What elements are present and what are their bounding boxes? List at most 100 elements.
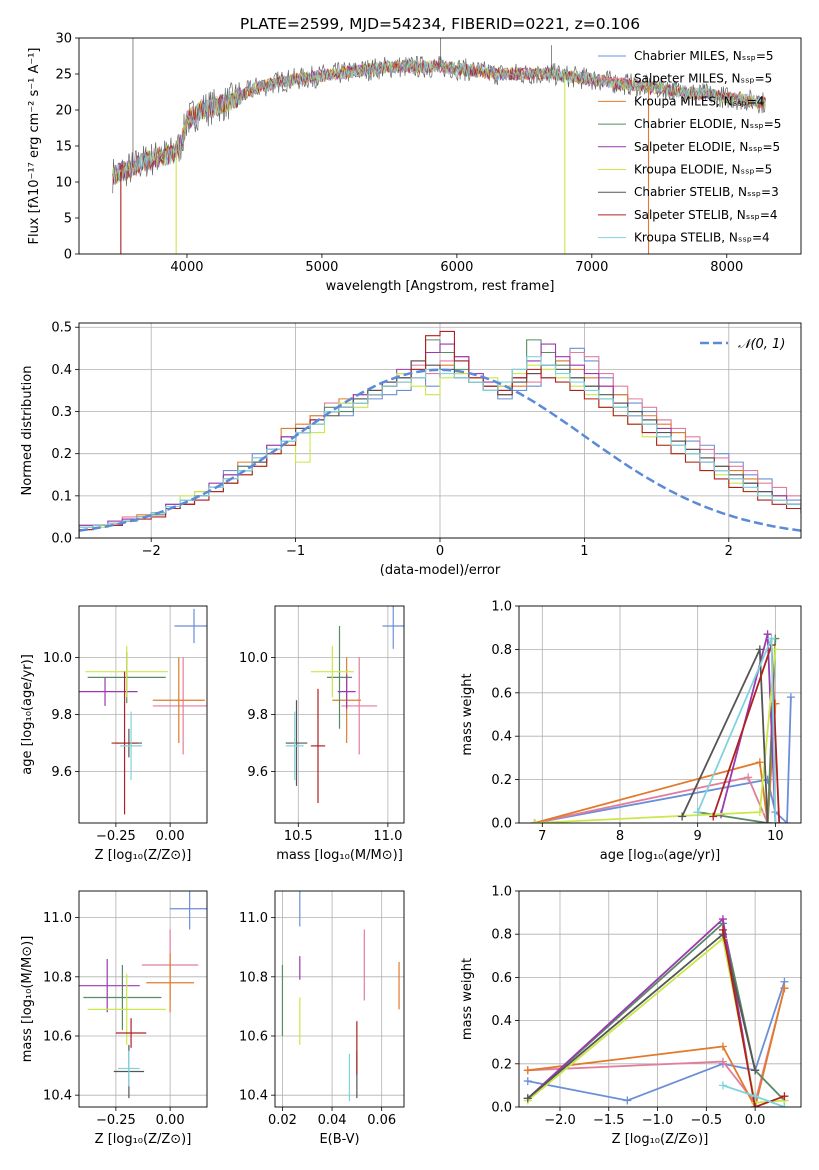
weight-marker bbox=[755, 808, 764, 817]
panel-spectrum: 4000 5000 6000 7000 8000 0 5 10 15 20 25 30 waveleng… bbox=[27, 15, 802, 294]
axes-frame bbox=[78, 322, 802, 539]
weight-marker bbox=[771, 819, 780, 823]
plot-area-age-vs-Z bbox=[79, 608, 207, 815]
weight-marker bbox=[718, 1057, 727, 1066]
legend: Chabrier MILES, Nₛₛₚ=5 Salpeter MILES, Nₛ… bbox=[598, 49, 781, 245]
axes-frame bbox=[518, 890, 802, 1108]
x-axis-label: Z [log₁₀(Z/Z⊙)] bbox=[612, 1132, 709, 1147]
weight-marker bbox=[780, 1092, 789, 1101]
weight-marker bbox=[780, 1103, 789, 1107]
x-tick-label: −2 bbox=[142, 544, 161, 559]
weight-marker bbox=[623, 1096, 632, 1105]
y-axis-label: age [log₁₀(age/yr)] bbox=[20, 654, 35, 775]
legend-label: Chabrier MILES, Nₛₛₚ=5 bbox=[634, 49, 774, 63]
x-tick-label: −1 bbox=[286, 544, 305, 559]
weight-marker bbox=[751, 1092, 760, 1101]
y-tick-label: 10.8 bbox=[239, 970, 268, 985]
weight-marker bbox=[755, 645, 764, 654]
y-tick-label: 0.8 bbox=[491, 928, 512, 943]
y-tick-label: 10.4 bbox=[43, 1089, 72, 1104]
weight-line bbox=[527, 987, 786, 1105]
axes-frame bbox=[78, 890, 208, 1108]
y-tick-label: 9.6 bbox=[51, 765, 72, 780]
legend-label: Kroupa STELIB, Nₛₛₚ=4 bbox=[634, 231, 770, 245]
x-tick-label: −0.25 bbox=[96, 1113, 136, 1128]
panel-weight-vs-age: 7 8 9 10 0.0 0.2 0.4 0.6 0.8 1.0 age [log₁₀(age/yr… bbox=[460, 600, 802, 863]
weight-marker bbox=[523, 1077, 532, 1086]
axes-frame bbox=[274, 605, 405, 824]
x-tick-label: 7000 bbox=[575, 260, 608, 275]
axes-frame bbox=[78, 37, 802, 255]
chart-title: PLATE=2599, MJD=54234, FIBERID=0221, z=0… bbox=[240, 15, 640, 33]
weight-line bbox=[527, 987, 786, 1107]
weight-line bbox=[534, 697, 792, 823]
weight-marker bbox=[783, 819, 792, 823]
weight-marker bbox=[767, 634, 776, 643]
y-tick-label: 0.0 bbox=[491, 1101, 512, 1116]
weight-marker bbox=[780, 984, 789, 993]
y-tick-label: 0.0 bbox=[491, 817, 512, 832]
x-tick-label: 8000 bbox=[710, 260, 743, 275]
y-tick-label: 0.2 bbox=[491, 1057, 512, 1072]
y-tick-label: 10.6 bbox=[43, 1029, 72, 1044]
panel-mass-vs-ebv: 0.02 0.04 0.06 10.4 10.6 10.8 11.0 E(B-V) bbox=[239, 890, 405, 1147]
weight-marker bbox=[771, 645, 780, 654]
y-tick-label: 0.4 bbox=[51, 363, 72, 378]
weight-marker bbox=[751, 1066, 760, 1075]
panel-age-vs-mass: 10.5 11.0 9.6 9.8 10.0 mass [log₁₀(M/M⊙)] bbox=[239, 605, 405, 863]
x-tick-label: 10 bbox=[767, 829, 784, 844]
x-tick-label: −1.0 bbox=[642, 1113, 674, 1128]
weight-marker bbox=[523, 1094, 532, 1103]
y-tick-label: 5 bbox=[64, 212, 72, 227]
x-tick-label: 10.5 bbox=[284, 829, 313, 844]
weight-marker bbox=[523, 1066, 532, 1075]
spectrum-line bbox=[112, 59, 766, 182]
y-tick-label: 1.0 bbox=[491, 885, 512, 900]
plot-area-weight-vs-Z bbox=[523, 915, 789, 1107]
y-tick-label: 10.0 bbox=[43, 651, 72, 666]
weight-line bbox=[527, 981, 786, 1102]
plot-area-residuals bbox=[79, 330, 801, 538]
x-tick-label: 1 bbox=[580, 544, 588, 559]
y-tick-label: 0.3 bbox=[51, 405, 72, 420]
y-axis-label: Flux [fλ10⁻¹⁷ erg cm⁻² s⁻¹ A⁻¹] bbox=[27, 48, 42, 245]
legend-label: Salpeter ELODIE, Nₛₛₚ=5 bbox=[634, 140, 780, 154]
y-tick-label: 30 bbox=[55, 32, 72, 47]
plot-area-weight-vs-age bbox=[530, 630, 795, 823]
weight-marker bbox=[678, 812, 687, 821]
y-axis-label: mass [log₁₀(M/M⊙)] bbox=[20, 936, 35, 1063]
panel-residuals: −2 −1 0 1 2 0.0 0.1 0.2 0.3 0.4 0.5 (data-model)/er… bbox=[20, 321, 802, 578]
x-tick-label: 0.06 bbox=[367, 1113, 396, 1128]
x-axis-label: E(B-V) bbox=[319, 1132, 359, 1147]
y-tick-label: 11.0 bbox=[239, 911, 268, 926]
y-tick-label: 9.6 bbox=[247, 765, 268, 780]
y-tick-label: 0.4 bbox=[491, 730, 512, 745]
legend-label: Salpeter MILES, Nₛₛₚ=5 bbox=[634, 72, 772, 86]
x-tick-label: 0.0 bbox=[745, 1113, 766, 1128]
weight-marker bbox=[693, 808, 702, 817]
x-tick-label: 5000 bbox=[305, 260, 338, 275]
plot-area-mass-vs-ebv bbox=[281, 891, 400, 1102]
panel-age-vs-Z: −0.25 0.00 9.6 9.8 10.0 Z [log₁₀(Z/Z⊙)] age [l… bbox=[20, 605, 208, 863]
y-tick-label: 0.6 bbox=[491, 971, 512, 986]
y-tick-label: 0.8 bbox=[491, 643, 512, 658]
y-tick-label: 20 bbox=[55, 104, 72, 119]
y-tick-label: 0.5 bbox=[51, 321, 72, 336]
axes-frame bbox=[518, 605, 802, 824]
axes-frame bbox=[78, 605, 208, 824]
y-tick-label: 11.0 bbox=[43, 911, 72, 926]
x-tick-label: 6000 bbox=[440, 260, 473, 275]
weight-marker bbox=[786, 693, 795, 702]
y-tick-label: 10 bbox=[55, 176, 72, 191]
y-tick-label: 0.4 bbox=[491, 1014, 512, 1029]
x-tick-label: 0.02 bbox=[268, 1113, 297, 1128]
plot-area-spectrum bbox=[112, 38, 766, 254]
weight-marker bbox=[709, 812, 718, 821]
weight-marker bbox=[530, 819, 539, 823]
y-tick-label: 0.2 bbox=[51, 447, 72, 462]
x-axis-label: age [log₁₀(age/yr)] bbox=[600, 848, 721, 863]
x-tick-label: −2.0 bbox=[544, 1113, 576, 1128]
weight-line bbox=[527, 921, 786, 1102]
y-tick-label: 0.6 bbox=[491, 686, 512, 701]
